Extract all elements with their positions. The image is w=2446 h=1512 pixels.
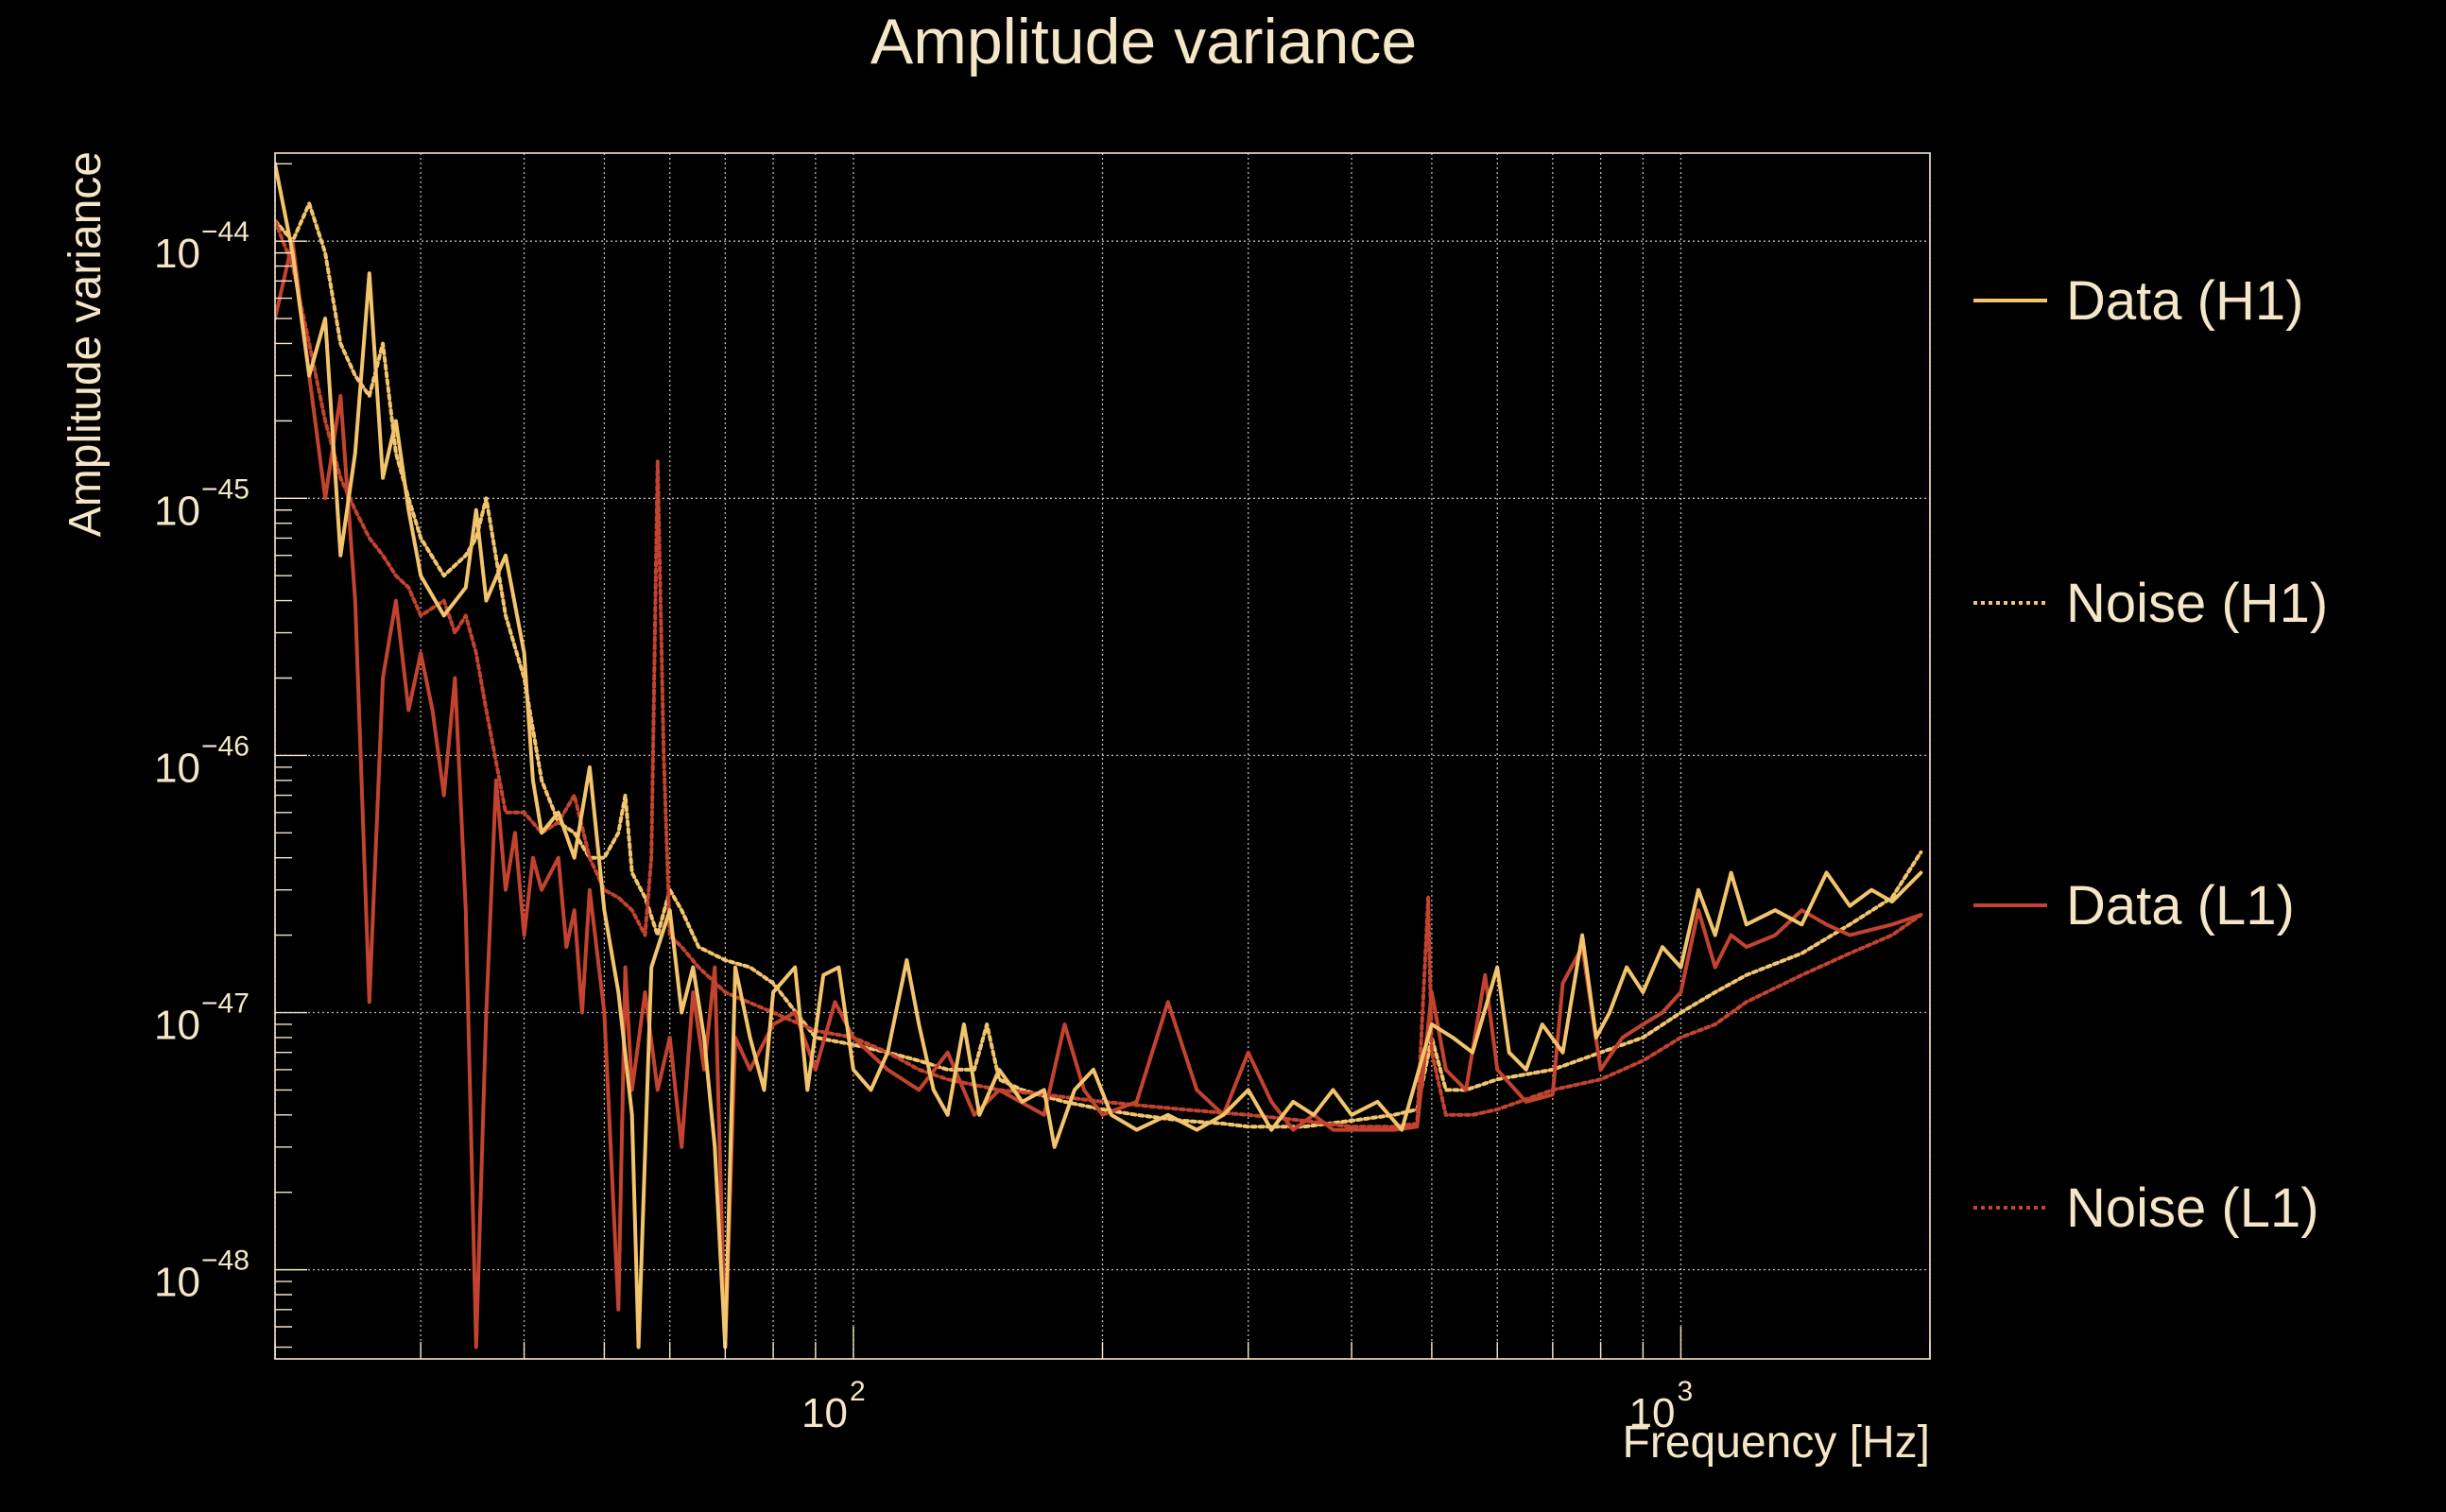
legend-label: Noise (L1) [2066, 1177, 2319, 1239]
legend-label: Data (L1) [2066, 875, 2295, 936]
y-tick-label-exponent: −46 [201, 730, 250, 762]
plot-series [275, 162, 1923, 1349]
legend-label: Noise (H1) [2066, 573, 2328, 634]
legend-entry: Data (H1) [1973, 270, 2303, 332]
series-line-data-h1 [275, 162, 1923, 1349]
grid [274, 153, 1931, 1359]
series-line-noise-h1 [275, 201, 1923, 1129]
series-line-noise-l1 [275, 218, 1923, 1129]
x-axis-label: Frequency [Hz] [1623, 1418, 1930, 1468]
x-tick-label-exponent: 2 [850, 1376, 866, 1407]
x-tick-label: 10 2 [801, 1376, 866, 1436]
y-tick-label-base: 10 [154, 745, 200, 791]
x-tick-label-base: 10 [801, 1390, 848, 1436]
y-tick-label: 10 −47 [154, 988, 250, 1049]
y-tick-label: 10 −48 [154, 1246, 250, 1306]
legend-label: Data (H1) [2066, 270, 2303, 332]
y-tick-label-base: 10 [154, 1260, 200, 1306]
x-tick-label-base: 10 [1628, 1390, 1675, 1436]
y-tick-label-exponent: −47 [201, 988, 250, 1020]
y-tick-label-exponent: −45 [201, 473, 250, 505]
y-tick-label-exponent: −48 [201, 1246, 250, 1277]
y-tick-label: 10 −46 [154, 730, 250, 791]
y-tick-label-base: 10 [154, 231, 200, 277]
axis-ticks [274, 163, 1931, 1359]
y-axis-label: Amplitude variance [60, 151, 111, 537]
y-tick-label-exponent: −44 [201, 216, 250, 248]
x-tick-label: 10 3 [1628, 1376, 1693, 1436]
y-tick-label-base: 10 [154, 1003, 200, 1049]
chart-title: Amplitude variance [870, 6, 1417, 77]
y-tick-label-base: 10 [154, 488, 200, 534]
legend-entry: Noise (L1) [1973, 1177, 2319, 1239]
legend: Data (H1) Noise (H1) Data (L1) Noise (L1) [1973, 270, 2328, 1239]
x-tick-label-exponent: 3 [1677, 1376, 1693, 1407]
legend-entry: Data (L1) [1973, 875, 2295, 936]
y-tick-label: 10 −45 [154, 473, 250, 534]
y-tick-label: 10 −44 [154, 216, 250, 277]
legend-entry: Noise (H1) [1973, 573, 2328, 634]
